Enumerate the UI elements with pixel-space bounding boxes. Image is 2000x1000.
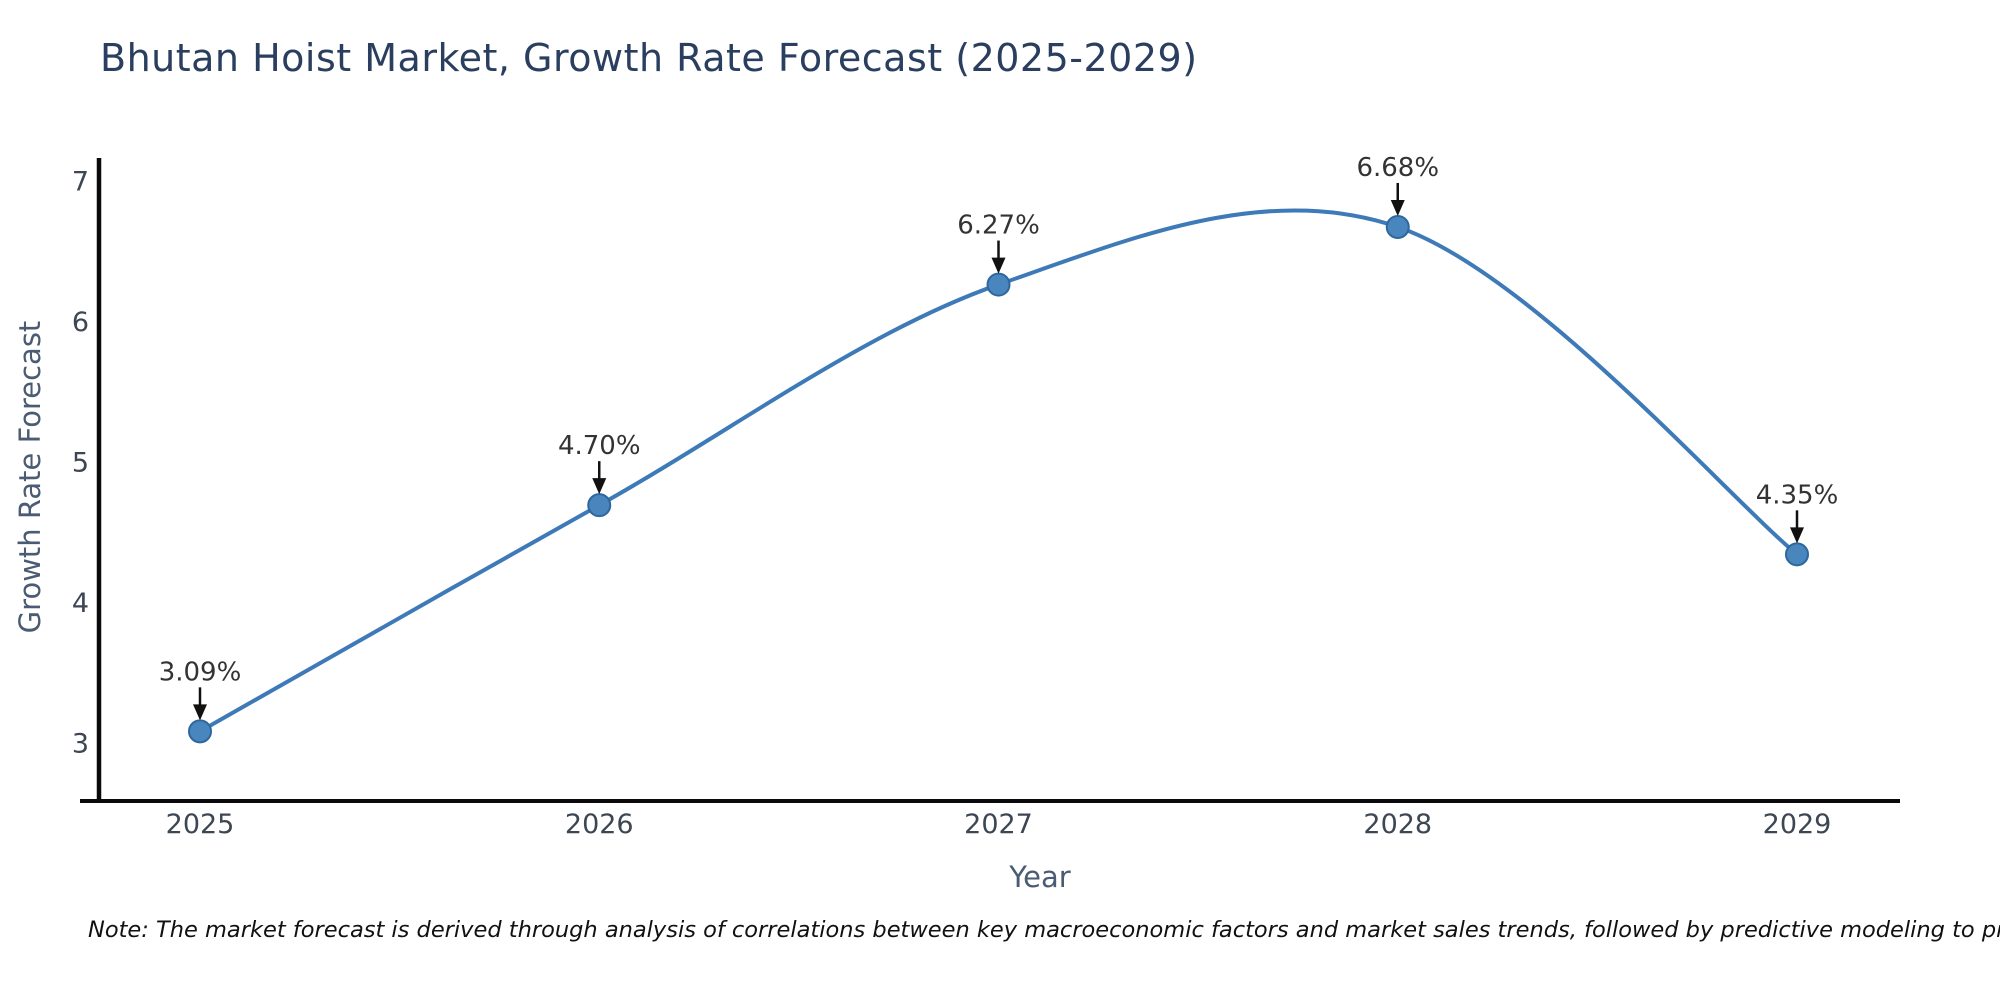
data-point-label: 3.09% [159, 657, 242, 687]
data-point-label: 4.35% [1756, 480, 1839, 510]
data-point-marker [1385, 214, 1410, 239]
x-tick-label: 2029 [1763, 809, 1832, 840]
annotation-arrowhead [1790, 527, 1804, 544]
annotation-arrowhead [592, 478, 607, 495]
y-tick-label: 4 [72, 588, 89, 619]
x-tick-label: 2025 [166, 809, 235, 840]
data-point-label: 6.68% [1356, 153, 1439, 183]
y-tick-label: 5 [72, 448, 89, 479]
footnote: Note: The market forecast is derived thr… [88, 917, 2000, 943]
x-axis-title: Year [1008, 860, 1070, 894]
y-tick-label: 3 [72, 729, 89, 760]
x-tick-label: 2026 [565, 809, 634, 840]
x-tick-label: 2027 [964, 809, 1033, 840]
data-point-marker [188, 719, 212, 744]
annotation-arrowhead [193, 704, 207, 721]
data-point-label: 6.27% [957, 211, 1040, 241]
annotation-arrowhead [991, 257, 1006, 274]
data-point-marker [1785, 542, 1809, 567]
data-point-marker [587, 493, 612, 518]
y-axis-title: Growth Rate Forecast [13, 321, 47, 634]
annotation-arrowhead [1390, 199, 1405, 216]
data-point-label: 4.70% [558, 431, 641, 461]
chart-title: Bhutan Hoist Market, Growth Rate Forecas… [100, 36, 1198, 80]
x-tick-label: 2028 [1363, 809, 1432, 840]
y-tick-label: 6 [72, 307, 89, 338]
y-tick-label: 7 [72, 167, 89, 198]
data-point-marker [986, 272, 1011, 297]
